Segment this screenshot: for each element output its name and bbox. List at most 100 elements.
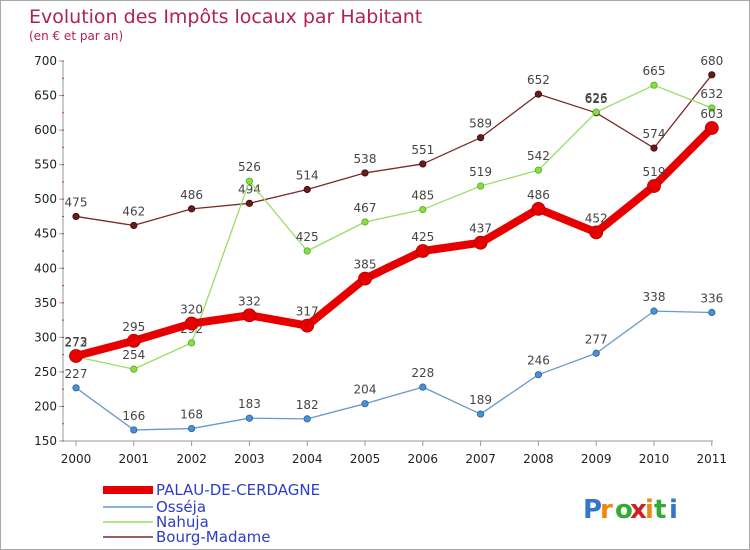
logo-letter: i [645,495,654,525]
y-tick-label: 550 [34,158,57,172]
data-label: 475 [65,195,88,209]
data-point [419,205,427,214]
data-point [534,90,543,98]
x-tick-label: 2007 [465,452,496,466]
data-label: 227 [65,367,88,381]
x-tick-label: 2001 [119,452,150,466]
data-point [708,104,716,112]
data-label: 486 [527,188,550,202]
data-label: 462 [122,204,145,218]
data-label: 486 [180,188,203,202]
data-point [476,134,485,142]
data-label: 425 [411,230,434,244]
data-point [473,235,488,250]
x-tick-label: 2004 [292,452,323,466]
data-point [534,166,543,174]
series-line [75,84,713,370]
x-tick-label: 2003 [234,452,265,466]
data-point [72,212,80,221]
data-label: 680 [700,54,723,68]
data-label: 514 [296,169,319,183]
data-label: 494 [238,182,261,196]
data-point [650,81,658,89]
data-label: 652 [527,73,550,87]
logo-letter: o [615,495,633,525]
x-tick-label: 2009 [581,452,612,466]
series-line [75,74,713,227]
data-point [303,415,311,423]
legend-label: Osséja [156,498,206,516]
data-point [188,205,196,213]
data-point [303,247,311,255]
data-label: 542 [527,149,550,163]
logo-letter: P [583,495,602,525]
data-label: 385 [354,258,377,272]
logo-letter: t [654,495,666,525]
data-label: 168 [180,408,203,422]
data-label: 467 [354,201,377,215]
x-tick-label: 2011 [697,452,728,466]
x-tick-label: 2002 [176,452,207,466]
data-point [361,218,369,226]
data-label: 551 [411,143,434,157]
data-point [650,307,658,315]
data-point [708,308,716,317]
data-label: 317 [296,305,319,319]
data-point [650,144,658,152]
data-point [531,201,546,216]
data-point [361,400,369,408]
data-point [303,185,311,194]
x-tick-label: 2000 [61,452,92,466]
y-tick-label: 400 [34,261,57,275]
data-label: 189 [469,393,492,407]
series-palau-de-cerdagne: 273 295 320 332 317 385 425 437 486 452 519 603 [65,107,723,363]
data-label: 204 [354,383,377,397]
series-bourg-madame: 475 462 486 494 514 538 551 589 652 625 574 680 [65,54,723,230]
y-tick-label: 300 [34,330,57,344]
data-point [419,383,427,391]
axes: 150 200 250 300 350 400 450 500 550 600 650 700 2000… [34,54,727,466]
data-label: 519 [643,165,666,179]
y-tick-label: 200 [34,399,57,413]
proxiti-logo: Pr oxi t i [583,495,678,525]
data-label: 246 [527,354,550,368]
data-label: 295 [122,320,145,334]
data-label: 166 [122,409,145,423]
data-label: 182 [296,398,319,412]
data-label: 603 [700,107,723,121]
y-tick-label: 250 [34,365,57,379]
chart-title: Evolution des Impôts locaux par Habitant [29,6,422,28]
data-point [589,225,604,240]
data-point [242,308,257,323]
legend-label: Nahuja [156,513,209,531]
data-point [130,426,138,434]
series-line [72,124,716,361]
data-label: 665 [643,64,666,78]
data-point [130,221,138,230]
y-tick-label: 700 [34,54,57,68]
data-label: 519 [469,165,492,179]
data-point [592,108,600,116]
data-label: 437 [469,222,492,236]
data-label: 632 [700,87,723,101]
legend-label: PALAU-DE-CERDAGNE [156,481,320,499]
data-point [419,160,427,168]
data-label: 320 [180,303,203,317]
data-point [647,179,661,193]
data-point [72,384,80,392]
data-label: 273 [65,335,88,349]
data-point [358,271,372,286]
data-point [188,424,196,433]
x-tick-label: 2010 [639,452,670,466]
series-line [75,310,713,431]
data-point [708,71,716,79]
data-point [704,121,719,135]
data-label: 538 [354,152,377,166]
data-point [245,177,253,185]
data-point [534,371,543,379]
data-label: 425 [296,230,319,244]
data-label: 574 [643,127,666,141]
data-point [69,349,83,363]
legend-label: Bourg-Madame [156,528,271,546]
